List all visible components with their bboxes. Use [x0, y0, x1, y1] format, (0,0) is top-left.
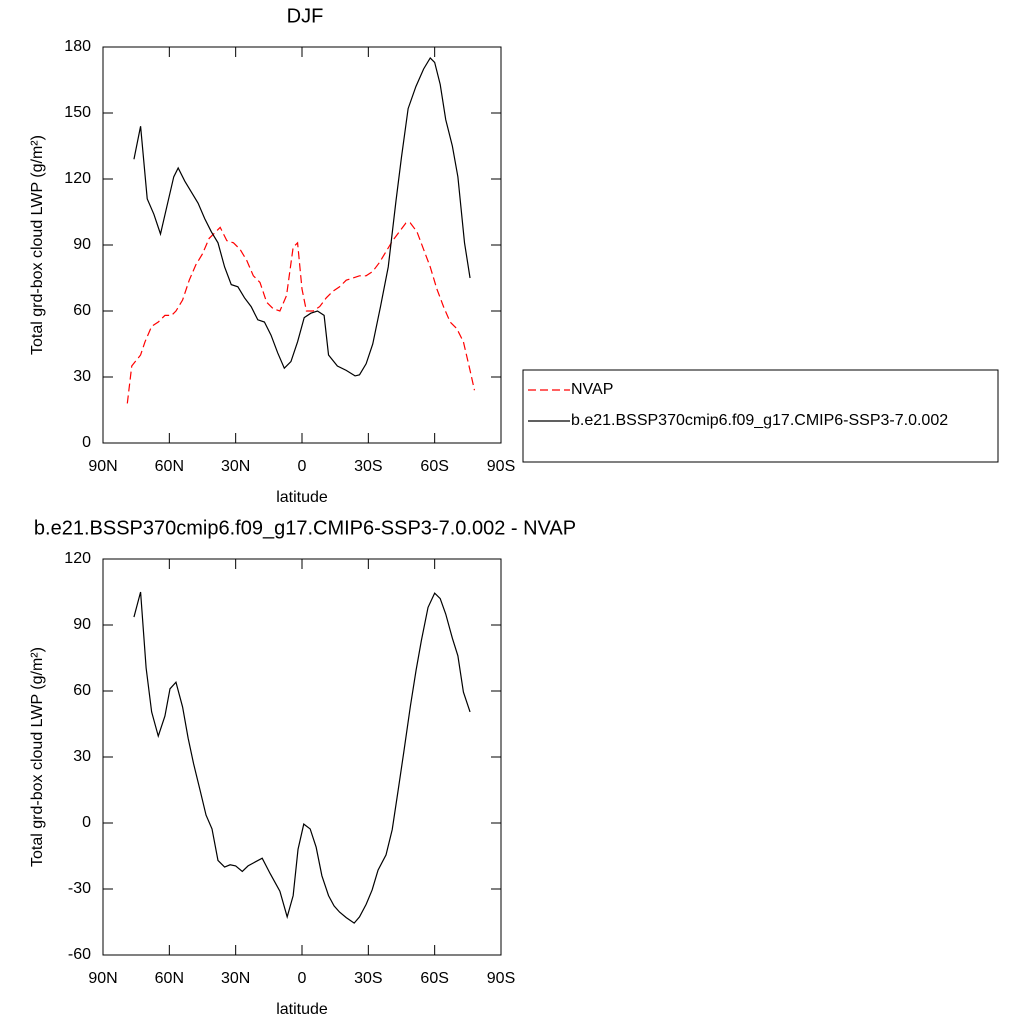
x-tick-label: 0	[298, 970, 307, 987]
y-tick-label: 120	[64, 170, 91, 187]
y-tick-label: 120	[64, 550, 91, 567]
chart-title: b.e21.BSSP370cmip6.f09_g17.CMIP6-SSP3-7.…	[34, 517, 576, 539]
x-axis-label: latitude	[276, 1001, 328, 1018]
data-line	[133, 591, 471, 924]
x-tick-label: 90S	[487, 970, 515, 987]
x-tick-label: 90S	[487, 458, 515, 475]
legend-box	[522, 369, 999, 463]
y-tick-label: 30	[73, 368, 91, 385]
y-tick-label: 150	[64, 104, 91, 121]
y-tick-label: 60	[73, 682, 91, 699]
x-tick-label: 90N	[88, 970, 117, 987]
plot-frame	[102, 46, 502, 444]
legend-label: b.e21.BSSP370cmip6.f09_g17.CMIP6-SSP3-7.…	[571, 412, 948, 429]
x-tick-label: 60S	[420, 970, 448, 987]
y-tick-label: 30	[73, 748, 91, 765]
y-axis-label: Total grd-box cloud LWP (g/m²)	[29, 135, 46, 355]
legend-label: NVAP	[571, 381, 613, 398]
y-tick-label: -60	[68, 946, 91, 963]
x-axis-label: latitude	[276, 489, 328, 506]
x-tick-label: 60N	[155, 458, 184, 475]
y-tick-label: 0	[82, 814, 91, 831]
x-tick-label: 0	[298, 458, 307, 475]
chart-title: DJF	[287, 5, 324, 27]
data-line	[126, 222, 476, 404]
x-tick-label: 90N	[88, 458, 117, 475]
y-tick-label: 0	[82, 434, 91, 451]
x-tick-label: 30S	[354, 970, 382, 987]
y-tick-label: 90	[73, 236, 91, 253]
x-tick-label: 30N	[221, 970, 250, 987]
x-tick-label: 60S	[420, 458, 448, 475]
y-tick-label: 90	[73, 616, 91, 633]
plot-frame	[102, 558, 502, 956]
data-line	[133, 57, 471, 377]
y-tick-label: -30	[68, 880, 91, 897]
y-axis-label: Total grd-box cloud LWP (g/m²)	[29, 647, 46, 867]
x-tick-label: 30N	[221, 458, 250, 475]
x-tick-label: 30S	[354, 458, 382, 475]
x-tick-label: 60N	[155, 970, 184, 987]
y-tick-label: 180	[64, 38, 91, 55]
y-tick-label: 60	[73, 302, 91, 319]
